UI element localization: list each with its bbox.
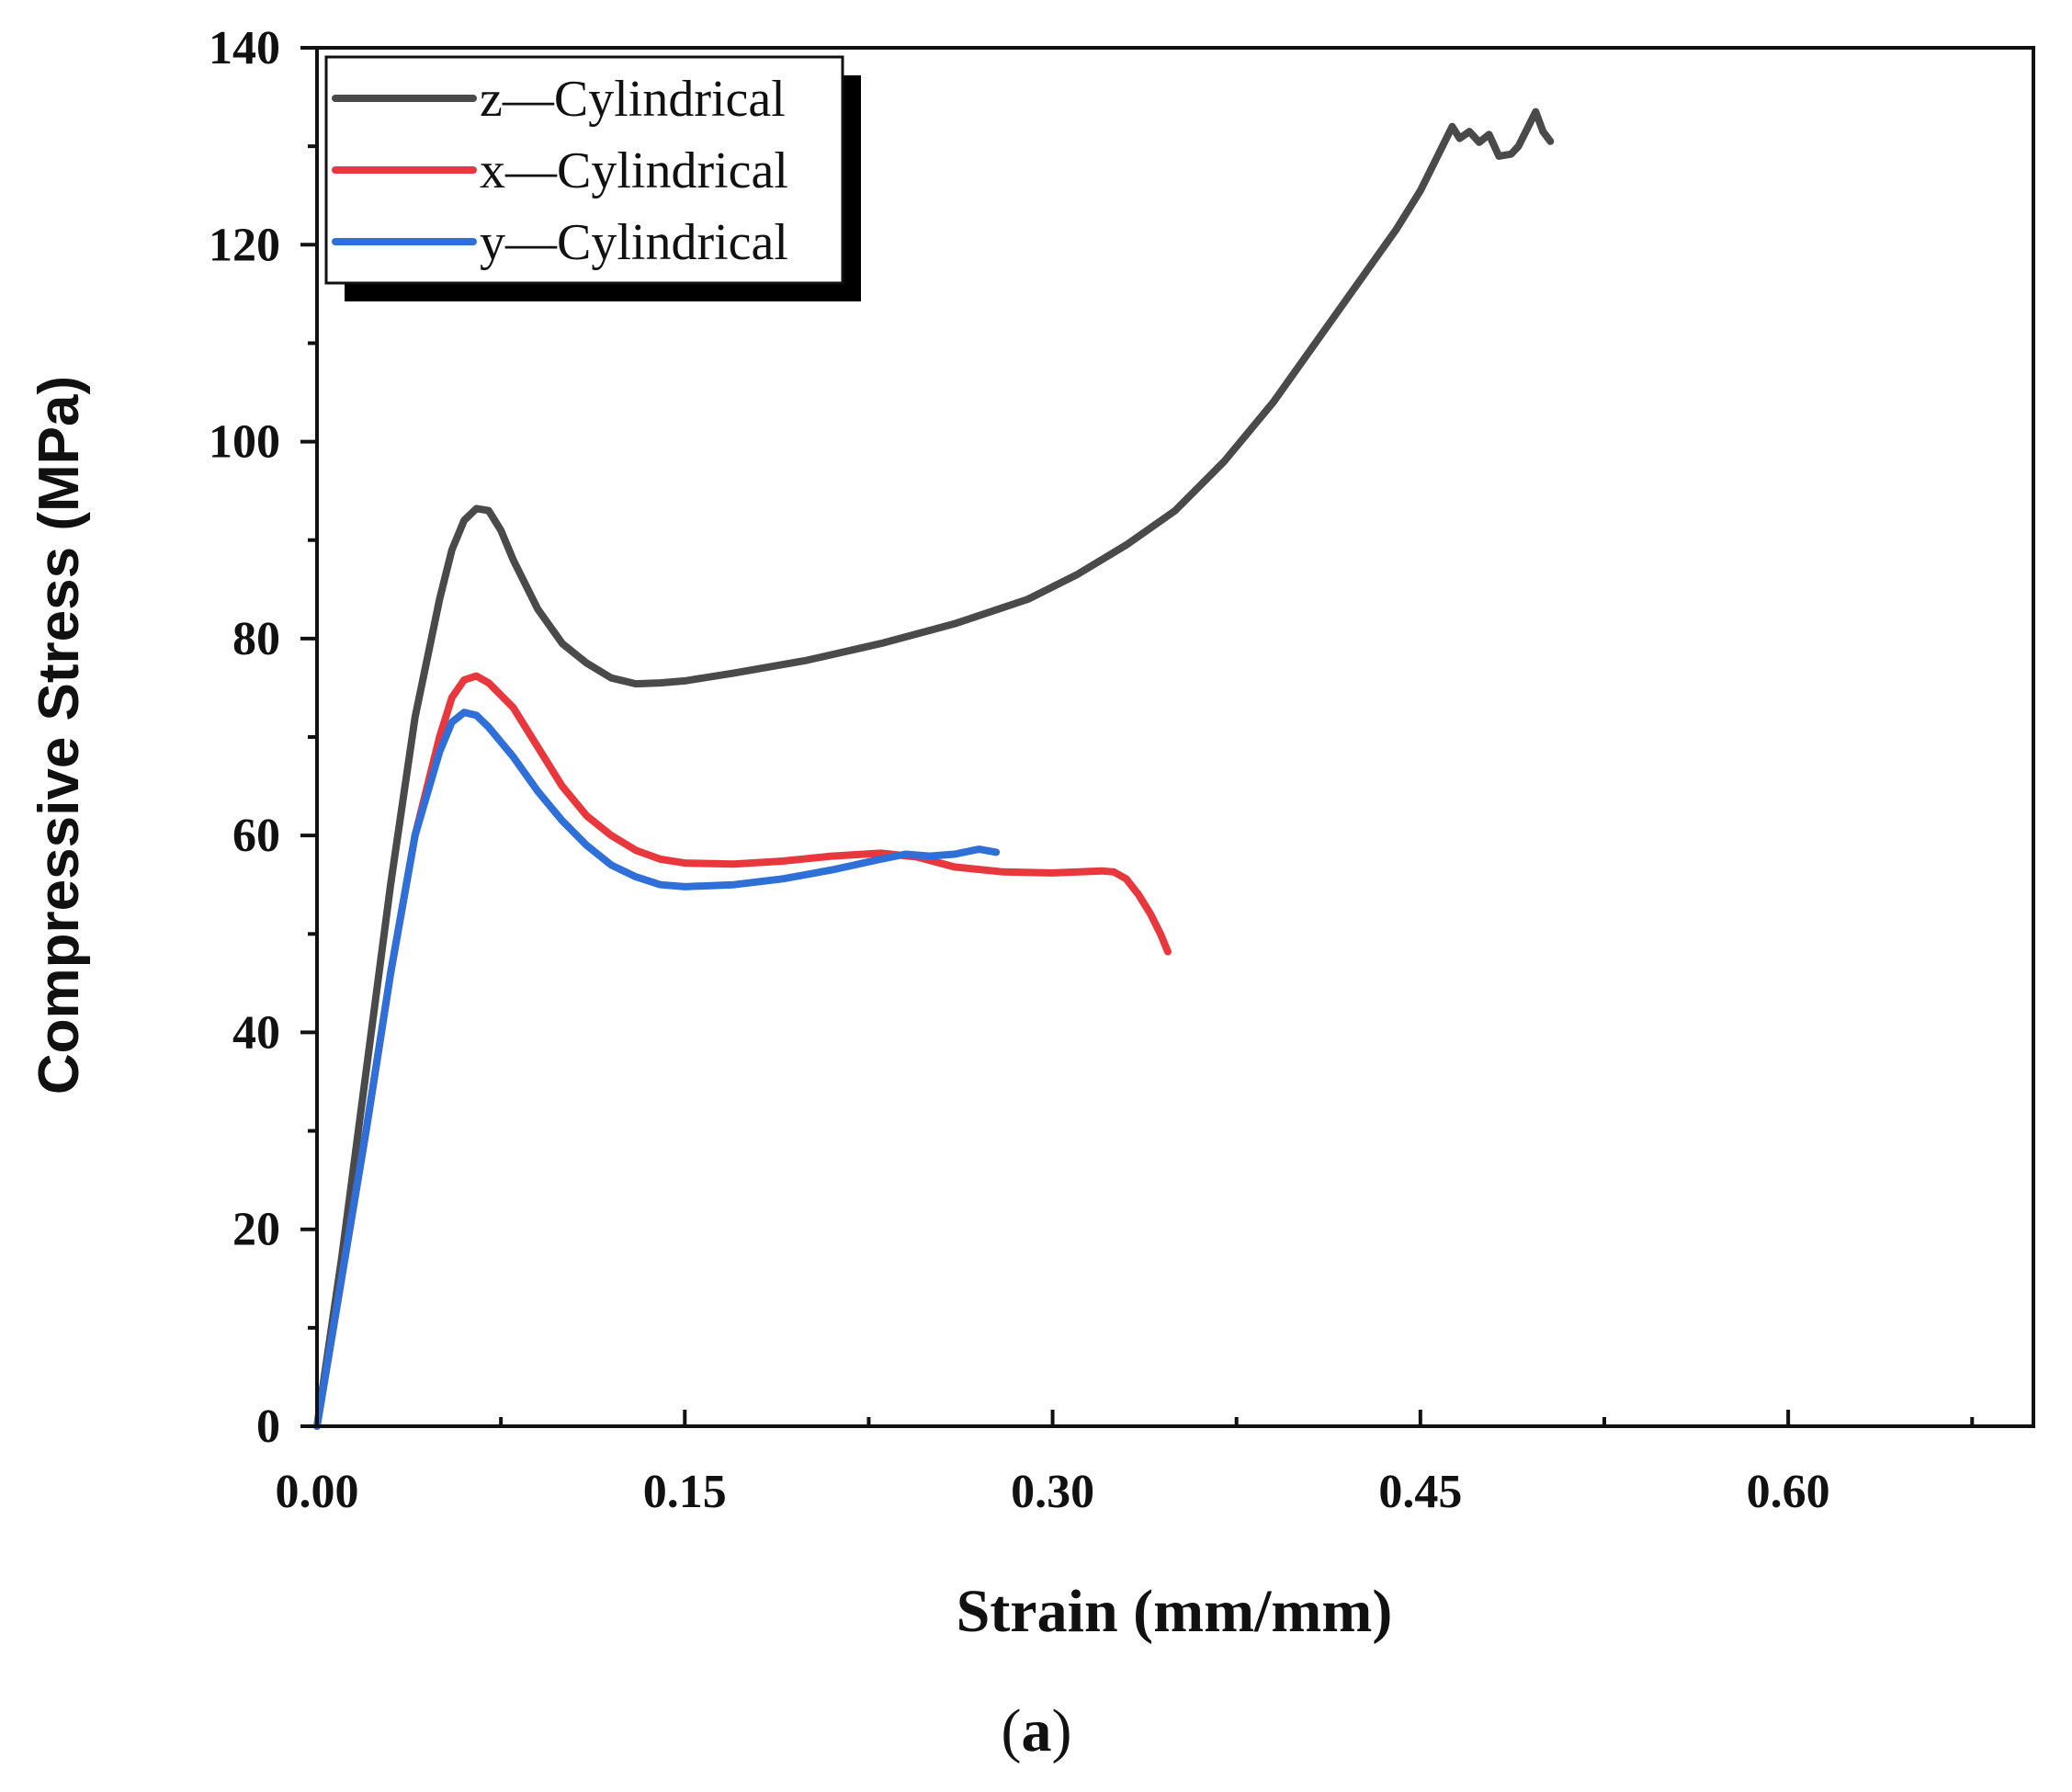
- legend-label-1: x—Cylindrical: [480, 142, 788, 199]
- series-line-2: [313, 709, 1001, 1430]
- y-tick-label: 0: [256, 1401, 280, 1453]
- axes-group: 0.00 0.15 0.30 0.45 0.60 0 20 40 60 80 100 120 140: [209, 22, 2035, 1518]
- y-tick-label: 20: [232, 1204, 280, 1256]
- y-tick-label: 60: [232, 810, 280, 862]
- legend-label-2: y—Cylindrical: [480, 214, 788, 271]
- x-axis-ticks: 0.00 0.15 0.30 0.45 0.60: [276, 1410, 1975, 1518]
- legend-items: z—Cylindrical x—Cylindrical y—Cylindrical: [332, 71, 788, 271]
- x-tick-label: 0.60: [1747, 1466, 1830, 1518]
- legend: z—Cylindrical x—Cylindrical y—Cylindrical: [324, 55, 861, 301]
- y-tick-label: 80: [232, 613, 280, 665]
- y-tick-label: 120: [209, 219, 280, 271]
- x-axis-title: Strain (mm/mm): [957, 1578, 1393, 1645]
- y-axis-title: Compressive Stress (MPa): [28, 376, 91, 1094]
- legend-label-0: z—Cylindrical: [480, 71, 786, 128]
- y-tick-label: 100: [209, 416, 280, 469]
- x-tick-label: 0.45: [1378, 1466, 1462, 1518]
- series-line-0: [313, 108, 1555, 1430]
- y-tick-label: 140: [209, 22, 280, 74]
- series-line-1: [313, 672, 1172, 1430]
- x-tick-label: 0.30: [1011, 1466, 1094, 1518]
- panel-label-open: (: [1002, 1697, 1022, 1764]
- panel-label-close: ): [1052, 1697, 1072, 1764]
- series-curves: [313, 108, 1555, 1430]
- x-tick-label: 0.00: [276, 1466, 359, 1518]
- panel-label: (a): [1002, 1697, 1072, 1764]
- x-tick-label: 0.15: [643, 1466, 727, 1518]
- y-axis-ticks: 0 20 40 60 80 100 120 140: [209, 22, 317, 1453]
- panel-label-letter: a: [1022, 1697, 1052, 1764]
- y-tick-label: 40: [232, 1006, 280, 1059]
